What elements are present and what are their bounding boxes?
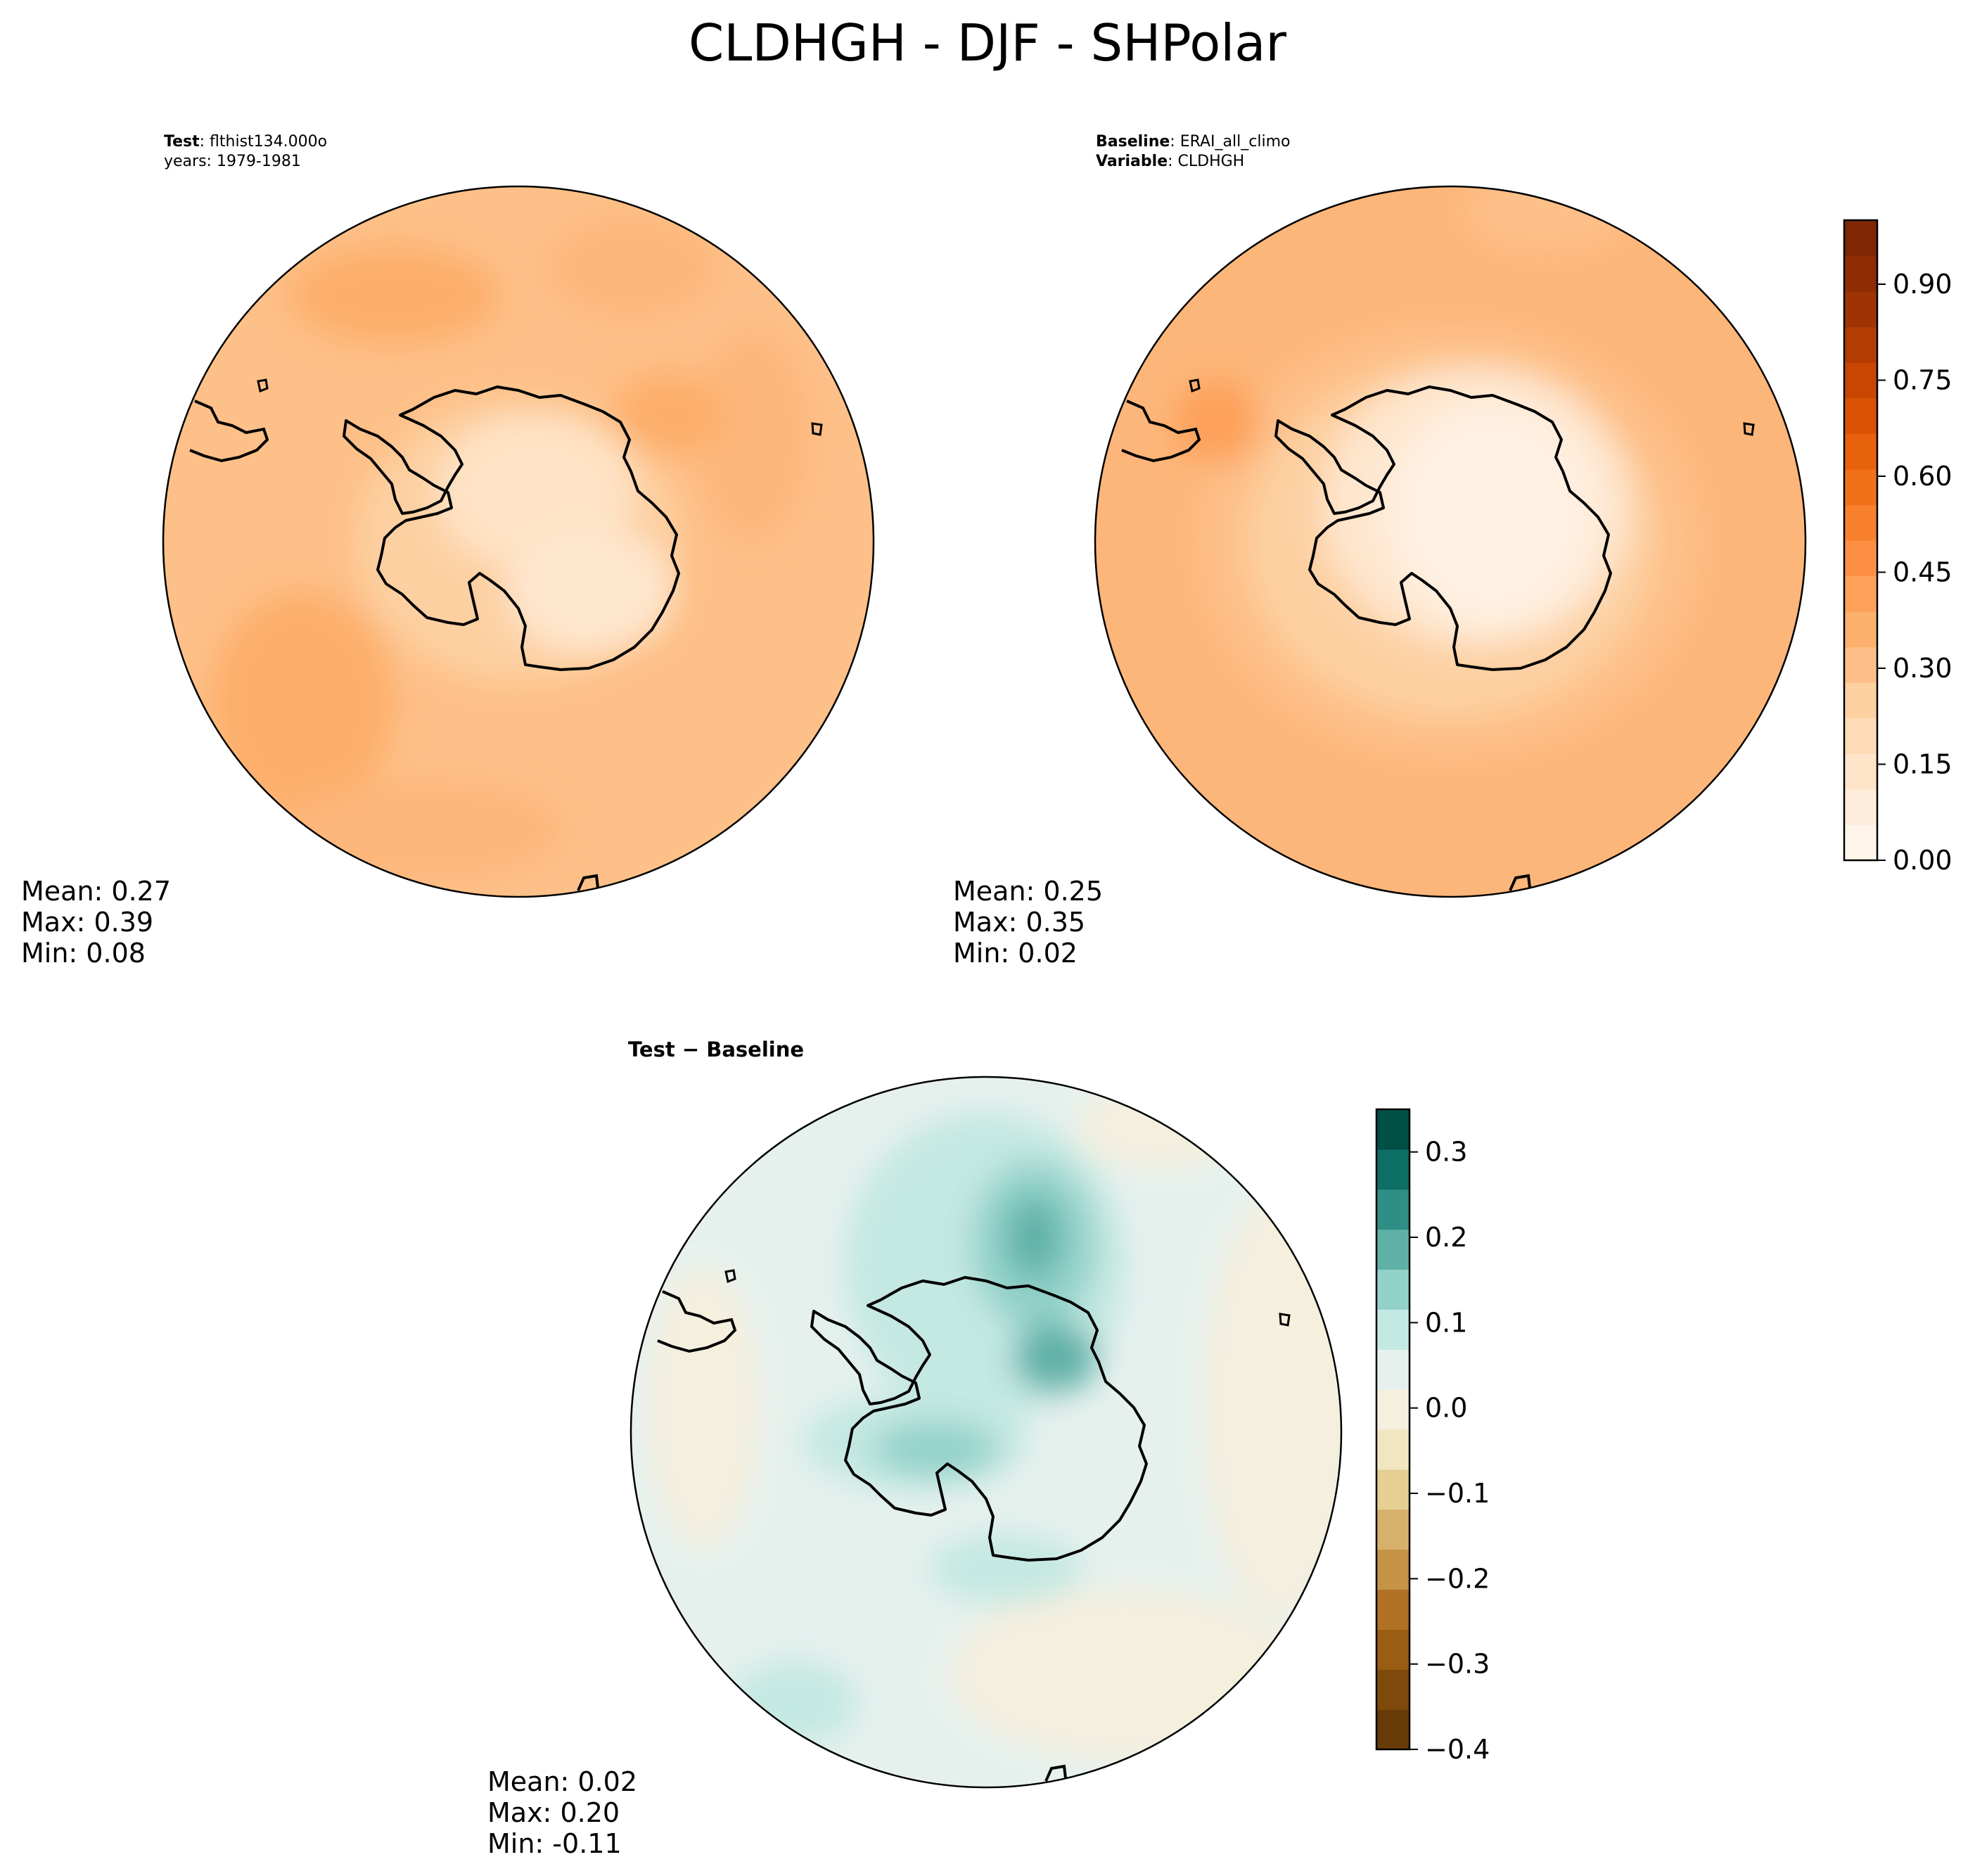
panel-diff-map-boundary <box>629 1076 1343 1789</box>
panel-diff-mean: Mean: 0.02 <box>487 1766 637 1797</box>
colorbar-diff-swatch <box>1376 1349 1410 1390</box>
colorbar-diff-swatch <box>1376 1109 1410 1150</box>
colorbar-diff-swatch <box>1376 1589 1410 1630</box>
panel-baseline-mean: Mean: 0.25 <box>953 876 1103 907</box>
colorbar-cldhgh-swatch <box>1844 397 1877 434</box>
panel-diff-coastlines <box>657 1269 1291 1782</box>
panel-baseline-map <box>1095 186 1805 897</box>
colorbar-cldhgh-tick-label: 0.30 <box>1893 653 1952 684</box>
panel-test-info-line-2: years: 1979-1981 <box>164 153 301 170</box>
panel-test-info-value: flthist134.000o <box>210 133 327 151</box>
colorbar-diff-tick-label: −0.2 <box>1425 1563 1490 1594</box>
panel-baseline-variable-value: CLDHGH <box>1178 153 1245 170</box>
colorbar-cldhgh-swatch <box>1844 824 1877 861</box>
colorbar-diff-swatch <box>1376 1469 1410 1510</box>
colorbar-cldhgh-tick-label: 0.75 <box>1893 365 1952 396</box>
colorbar-cldhgh-swatch <box>1844 575 1877 612</box>
colorbar-cldhgh-swatch <box>1844 753 1877 790</box>
colorbar-cldhgh-tick-label: 0.00 <box>1893 845 1952 876</box>
colorbar-cldhgh-swatch <box>1844 540 1877 577</box>
colorbar-diff-tick-label: 0.2 <box>1425 1222 1467 1253</box>
panel-baseline-info-value: ERAI_all_climo <box>1180 133 1291 151</box>
colorbar-diff-swatch <box>1376 1669 1410 1710</box>
colorbar-cldhgh-swatch <box>1844 682 1877 719</box>
colorbar-cldhgh-tick-label: 0.60 <box>1893 461 1952 492</box>
panel-baseline-variable-key: Variable <box>1096 153 1168 170</box>
panel-test-mean: Mean: 0.27 <box>21 876 171 907</box>
colorbar-diff-frame <box>1375 1108 1411 1751</box>
panel-baseline-info-key: Baseline <box>1096 133 1170 151</box>
panel-baseline: Baseline: ERAI_all_climo Variable: CLDHG… <box>953 133 1952 969</box>
colorbar-cldhgh-tick-label: 0.45 <box>1893 557 1952 588</box>
panel-baseline-map-boundary <box>1094 185 1807 898</box>
colorbar-cldhgh-swatch <box>1844 291 1877 328</box>
colorbar-cldhgh-swatch <box>1844 255 1877 292</box>
colorbar-diff-tick-label: −0.3 <box>1425 1649 1490 1680</box>
colorbar-diff: −0.4 −0.3 −0.2 −0.1 0.0 0.1 0.2 0.3 <box>1375 1108 1490 1765</box>
colorbar-cldhgh-swatch <box>1844 220 1877 257</box>
panel-baseline-coastlines <box>1121 378 1755 891</box>
colorbar-cldhgh-swatch <box>1844 504 1877 541</box>
colorbar-diff-swatch <box>1376 1389 1410 1430</box>
colorbar-cldhgh-swatch <box>1844 362 1877 399</box>
colorbar-diff-swatch <box>1376 1629 1410 1670</box>
panel-diff-map <box>631 1077 1341 1787</box>
panel-diff: Test − Baseline <box>487 1038 1490 1859</box>
colorbar-diff-swatch <box>1376 1229 1410 1270</box>
colorbar-diff-tick-label: −0.1 <box>1425 1478 1490 1509</box>
colorbar-diff-swatch <box>1376 1149 1410 1190</box>
colorbar-diff-swatch <box>1376 1709 1410 1750</box>
colorbar-diff-tick-label: −0.4 <box>1425 1734 1490 1765</box>
figure-title: CLDHGH - DJF - SHPolar <box>689 13 1286 72</box>
colorbar-diff-swatch <box>1376 1309 1410 1350</box>
panel-diff-max: Max: 0.20 <box>487 1797 620 1828</box>
colorbar-cldhgh-swatch <box>1844 789 1877 826</box>
panel-diff-title: Test − Baseline <box>628 1038 804 1061</box>
panel-test-info-sep: : <box>200 133 210 151</box>
colorbar-cldhgh-swatch <box>1844 717 1877 754</box>
colorbar-cldhgh-swatch <box>1844 326 1877 363</box>
panel-baseline-info-sep: : <box>1170 133 1180 151</box>
colorbar-diff-swatch <box>1376 1269 1410 1310</box>
panel-test-max: Max: 0.39 <box>21 907 153 938</box>
colorbar-cldhgh: 0.00 0.15 0.30 0.45 0.60 0.75 0.90 <box>1843 219 1952 876</box>
colorbar-diff-swatch <box>1376 1189 1410 1230</box>
colorbar-diff-swatch <box>1376 1429 1410 1470</box>
panel-test: Test: flthist134.000o years: 1979-1981 <box>21 133 875 969</box>
colorbar-diff-swatch <box>1376 1509 1410 1550</box>
panel-baseline-info-line-2: Variable: CLDHGH <box>1096 153 1244 170</box>
panel-test-map <box>163 186 874 897</box>
panel-baseline-max: Max: 0.35 <box>953 907 1085 938</box>
panel-baseline-min: Min: 0.02 <box>953 938 1078 969</box>
colorbar-cldhgh-swatch <box>1844 468 1877 506</box>
colorbar-diff-tick-label: 0.3 <box>1425 1137 1467 1168</box>
colorbar-cldhgh-swatch <box>1844 433 1877 470</box>
panel-test-min: Min: 0.08 <box>21 938 146 969</box>
colorbar-cldhgh-tick-label: 0.90 <box>1893 269 1952 300</box>
colorbar-diff-tick-label: 0.1 <box>1425 1307 1467 1338</box>
colorbar-diff-swatch <box>1376 1549 1410 1590</box>
panel-baseline-variable-sep: : <box>1168 153 1177 170</box>
panel-test-coastlines <box>189 378 823 891</box>
panel-baseline-info-line-1: Baseline: ERAI_all_climo <box>1096 133 1290 151</box>
panel-diff-min: Min: -0.11 <box>487 1828 622 1859</box>
colorbar-diff-tick-label: 0.0 <box>1425 1393 1467 1424</box>
panel-test-map-boundary <box>162 185 875 898</box>
colorbar-cldhgh-swatch <box>1844 611 1877 648</box>
colorbar-cldhgh-tick-label: 0.15 <box>1893 749 1952 780</box>
panel-test-info-line-1: Test: flthist134.000o <box>164 133 327 151</box>
colorbar-cldhgh-swatch <box>1844 646 1877 683</box>
colorbar-cldhgh-frame <box>1843 219 1879 862</box>
panel-test-info-key: Test <box>164 133 200 151</box>
